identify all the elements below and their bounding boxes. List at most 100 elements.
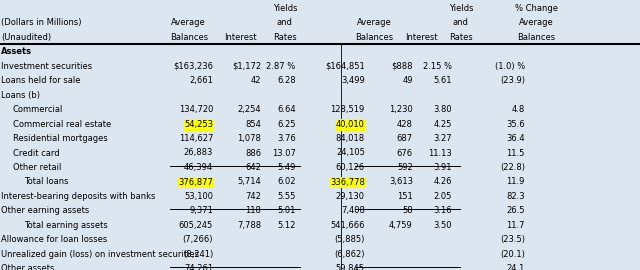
Text: Credit card: Credit card <box>13 148 60 157</box>
Text: Balances: Balances <box>355 33 394 42</box>
Text: Interest: Interest <box>224 33 256 42</box>
Text: 2.15 %: 2.15 % <box>423 62 452 71</box>
Text: 3.27: 3.27 <box>433 134 452 143</box>
Text: 59,845: 59,845 <box>336 264 365 270</box>
Text: (5,885): (5,885) <box>335 235 365 244</box>
Text: Other earning assets: Other earning assets <box>1 206 90 215</box>
Text: Balances: Balances <box>170 33 208 42</box>
Text: (8,241): (8,241) <box>183 249 213 259</box>
Text: 3,613: 3,613 <box>389 177 413 186</box>
Text: $1,172: $1,172 <box>232 62 261 71</box>
Text: Average: Average <box>357 18 392 28</box>
Text: 1,230: 1,230 <box>389 105 413 114</box>
Text: 6.28: 6.28 <box>277 76 296 85</box>
Text: 36.4: 36.4 <box>506 134 525 143</box>
Text: 336,778: 336,778 <box>330 178 365 187</box>
Text: 26.5: 26.5 <box>506 206 525 215</box>
Text: 3.91: 3.91 <box>433 163 452 172</box>
Text: 541,666: 541,666 <box>330 221 365 230</box>
Text: 11.9: 11.9 <box>506 177 525 186</box>
Text: 5.49: 5.49 <box>277 163 296 172</box>
Text: (Unaudited): (Unaudited) <box>1 33 51 42</box>
Text: 3.50: 3.50 <box>433 221 452 230</box>
Text: Loans (b): Loans (b) <box>1 91 40 100</box>
Text: Interest-bearing deposits with banks: Interest-bearing deposits with banks <box>1 192 156 201</box>
Text: (23.5): (23.5) <box>500 235 525 244</box>
Text: (1.0) %: (1.0) % <box>495 62 525 71</box>
Text: (22.8): (22.8) <box>500 163 525 172</box>
Text: 49: 49 <box>403 76 413 85</box>
Text: 11.7: 11.7 <box>506 221 525 230</box>
Text: 24,105: 24,105 <box>336 148 365 157</box>
Text: 60,126: 60,126 <box>335 163 365 172</box>
Text: Average: Average <box>172 18 206 28</box>
Text: 2.87 %: 2.87 % <box>266 62 296 71</box>
Text: (6,862): (6,862) <box>334 249 365 259</box>
Text: 29,130: 29,130 <box>336 192 365 201</box>
Text: 5.55: 5.55 <box>277 192 296 201</box>
Text: 5.12: 5.12 <box>277 221 296 230</box>
Text: 2,254: 2,254 <box>237 105 261 114</box>
Text: 2.05: 2.05 <box>433 192 452 201</box>
Text: Total earning assets: Total earning assets <box>24 221 108 230</box>
Text: $888: $888 <box>391 62 413 71</box>
Text: Yields: Yields <box>449 4 473 13</box>
Text: 4.8: 4.8 <box>511 105 525 114</box>
Text: 4,759: 4,759 <box>389 221 413 230</box>
Text: 742: 742 <box>245 192 261 201</box>
Text: 5,714: 5,714 <box>237 177 261 186</box>
Text: Allowance for loan losses: Allowance for loan losses <box>1 235 108 244</box>
Text: 9,371: 9,371 <box>189 206 213 215</box>
Text: Other assets: Other assets <box>1 264 54 270</box>
Text: Unrealized gain (loss) on investment securities: Unrealized gain (loss) on investment sec… <box>1 249 199 259</box>
Text: 642: 642 <box>245 163 261 172</box>
Text: (7,266): (7,266) <box>182 235 213 244</box>
Text: Total loans: Total loans <box>24 177 69 186</box>
Text: Residential mortgages: Residential mortgages <box>13 134 108 143</box>
Text: Rates: Rates <box>449 33 473 42</box>
Text: 151: 151 <box>397 192 413 201</box>
Text: 128,519: 128,519 <box>330 105 365 114</box>
Text: 58: 58 <box>402 206 413 215</box>
Text: 6.25: 6.25 <box>277 120 296 129</box>
Text: 3.76: 3.76 <box>277 134 296 143</box>
Text: Commercial real estate: Commercial real estate <box>13 120 111 129</box>
Text: 676: 676 <box>397 148 413 157</box>
Text: 74,261: 74,261 <box>184 264 213 270</box>
Text: 5.01: 5.01 <box>277 206 296 215</box>
Text: Yields: Yields <box>273 4 297 13</box>
Text: Average: Average <box>519 18 554 28</box>
Text: Other retail: Other retail <box>13 163 61 172</box>
Text: and: and <box>453 18 468 28</box>
Text: 40,010: 40,010 <box>336 120 365 129</box>
Text: 854: 854 <box>245 120 261 129</box>
Text: 82.3: 82.3 <box>506 192 525 201</box>
Text: 376,877: 376,877 <box>179 178 213 187</box>
Text: 24.1: 24.1 <box>506 264 525 270</box>
Text: 53,100: 53,100 <box>184 192 213 201</box>
Text: 13.07: 13.07 <box>272 148 296 157</box>
Text: 6.64: 6.64 <box>277 105 296 114</box>
Text: and: and <box>277 18 292 28</box>
Text: 7,788: 7,788 <box>237 221 261 230</box>
Text: Assets: Assets <box>1 48 32 56</box>
Text: 134,720: 134,720 <box>179 105 213 114</box>
Text: 3,499: 3,499 <box>341 76 365 85</box>
Text: 118: 118 <box>245 206 261 215</box>
Text: $164,851: $164,851 <box>325 62 365 71</box>
Text: Balances: Balances <box>517 33 556 42</box>
Text: 35.6: 35.6 <box>506 120 525 129</box>
Text: (23.9): (23.9) <box>500 76 525 85</box>
Text: 54,253: 54,253 <box>184 120 213 129</box>
Text: 114,627: 114,627 <box>179 134 213 143</box>
Text: 11.5: 11.5 <box>506 148 525 157</box>
Text: % Change: % Change <box>515 4 558 13</box>
Text: (20.1): (20.1) <box>500 249 525 259</box>
Text: 84,018: 84,018 <box>335 134 365 143</box>
Text: 4.26: 4.26 <box>433 177 452 186</box>
Text: (Dollars in Millions): (Dollars in Millions) <box>1 18 82 28</box>
Text: 1,078: 1,078 <box>237 134 261 143</box>
Text: Investment securities: Investment securities <box>1 62 92 71</box>
Text: 6.02: 6.02 <box>277 177 296 186</box>
Text: 592: 592 <box>397 163 413 172</box>
